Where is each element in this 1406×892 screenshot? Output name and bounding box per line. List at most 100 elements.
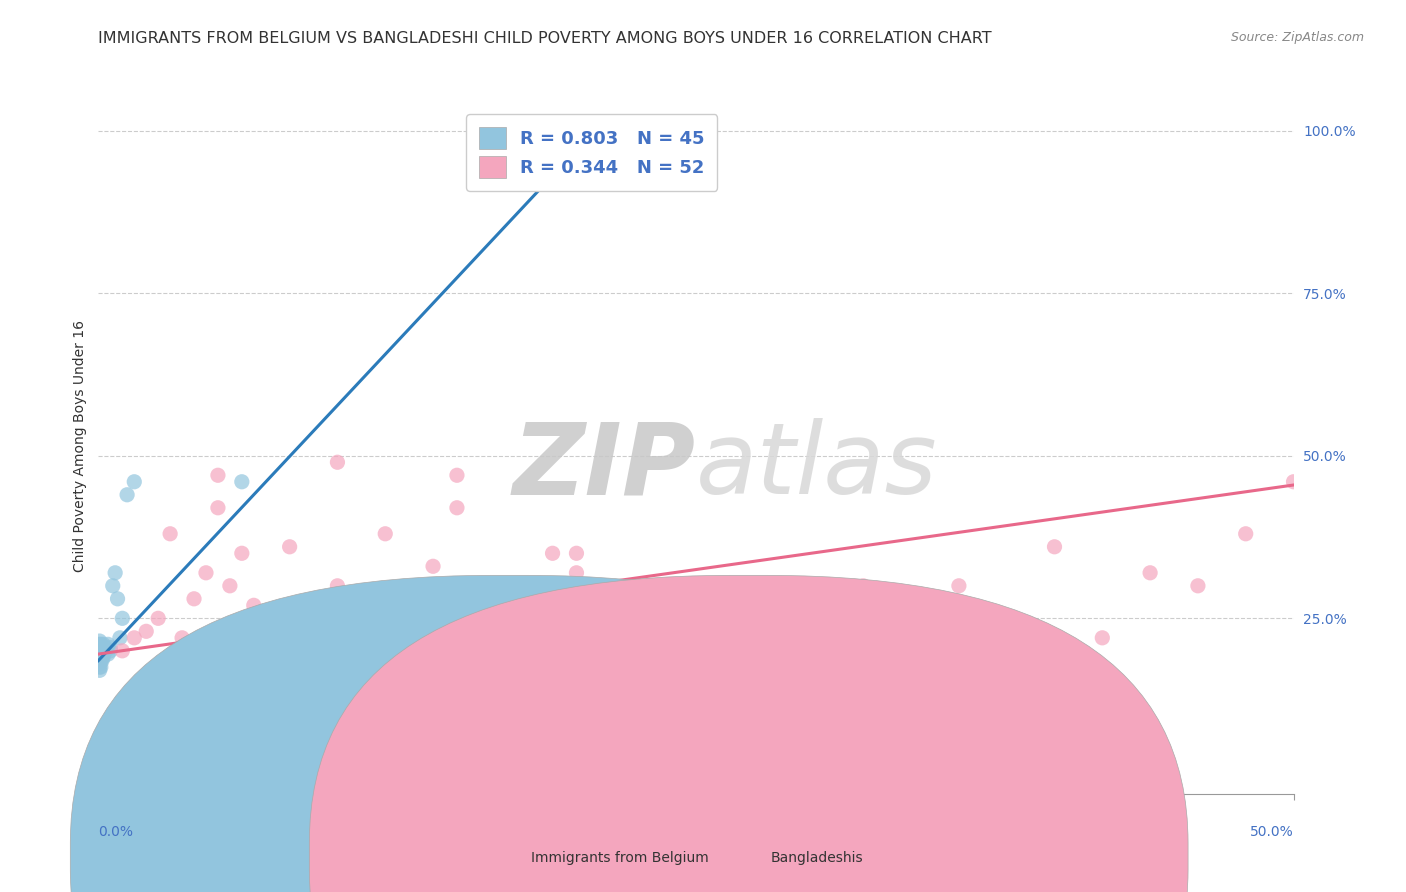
Point	[148, 611, 170, 625]
Point	[89, 660, 111, 674]
Point	[194, 566, 217, 580]
Point	[709, 631, 731, 645]
Point	[1282, 475, 1305, 489]
Point	[756, 644, 779, 658]
Point	[589, 611, 612, 625]
Point	[89, 634, 111, 648]
Point	[1187, 579, 1209, 593]
Point	[91, 647, 114, 661]
Point	[326, 455, 349, 469]
Point	[97, 647, 120, 661]
Point	[90, 647, 112, 661]
Point	[90, 654, 112, 668]
Point	[91, 644, 114, 658]
Point	[98, 640, 122, 655]
Point	[780, 631, 803, 645]
Point	[94, 644, 117, 658]
Text: atlas: atlas	[696, 418, 938, 516]
Point	[97, 637, 120, 651]
Point	[231, 475, 253, 489]
Point	[135, 682, 157, 697]
Point	[108, 631, 131, 645]
Point	[91, 650, 114, 665]
Text: 0.0%: 0.0%	[98, 825, 134, 839]
Text: Bangladeshis: Bangladeshis	[770, 851, 863, 865]
Point	[104, 566, 127, 580]
Point	[159, 526, 181, 541]
Text: Source: ZipAtlas.com: Source: ZipAtlas.com	[1230, 31, 1364, 45]
Text: 50.0%: 50.0%	[1250, 825, 1294, 839]
Point	[398, 631, 420, 645]
Point	[422, 559, 444, 574]
Point	[804, 591, 827, 606]
Point	[554, 150, 576, 164]
Point	[470, 611, 492, 625]
Point	[1091, 631, 1114, 645]
Point	[1139, 566, 1161, 580]
Point	[804, 611, 827, 625]
Point	[1043, 540, 1066, 554]
Point	[89, 657, 111, 671]
Text: Immigrants from Belgium: Immigrants from Belgium	[531, 851, 709, 865]
Point	[350, 599, 373, 613]
Point	[517, 591, 540, 606]
Point	[446, 468, 468, 483]
Point	[207, 500, 229, 515]
Point	[91, 637, 114, 651]
Point	[91, 640, 114, 655]
Point	[107, 591, 129, 606]
Point	[98, 644, 122, 658]
Point	[1234, 526, 1257, 541]
Point	[948, 579, 970, 593]
Point	[254, 611, 277, 625]
Point	[207, 468, 229, 483]
Point	[111, 611, 134, 625]
Point	[243, 599, 266, 613]
Point	[302, 591, 325, 606]
Point	[613, 644, 636, 658]
Point	[733, 611, 755, 625]
Point	[995, 631, 1018, 645]
Point	[115, 488, 138, 502]
Point	[90, 660, 112, 674]
Point	[661, 631, 683, 645]
Point	[89, 644, 111, 658]
Point	[124, 475, 146, 489]
Point	[94, 640, 117, 655]
Point	[565, 546, 588, 560]
Point	[89, 663, 111, 677]
Point	[278, 540, 301, 554]
Point	[101, 579, 124, 593]
Point	[494, 579, 516, 593]
Point	[124, 631, 146, 645]
Point	[91, 644, 114, 658]
Point	[541, 546, 564, 560]
Point	[183, 591, 205, 606]
Point	[446, 500, 468, 515]
Point	[685, 631, 707, 645]
Text: ZIP: ZIP	[513, 418, 696, 516]
Point	[90, 640, 112, 655]
Point	[90, 644, 112, 658]
Legend: R = 0.803   N = 45, R = 0.344   N = 52: R = 0.803 N = 45, R = 0.344 N = 52	[465, 114, 717, 191]
Point	[565, 566, 588, 580]
Point	[90, 644, 112, 658]
Point	[91, 647, 114, 661]
Point	[91, 650, 114, 665]
Point	[89, 647, 111, 661]
Point	[637, 579, 659, 593]
Point	[90, 640, 112, 655]
Point	[91, 654, 114, 668]
Point	[111, 644, 134, 658]
Point	[90, 650, 112, 665]
Point	[89, 654, 111, 668]
Point	[326, 579, 349, 593]
Point	[374, 526, 396, 541]
Point	[90, 647, 112, 661]
Point	[219, 579, 242, 593]
Point	[135, 624, 157, 639]
Point	[89, 640, 111, 655]
Point	[231, 546, 253, 560]
Point	[685, 591, 707, 606]
Point	[172, 631, 194, 645]
